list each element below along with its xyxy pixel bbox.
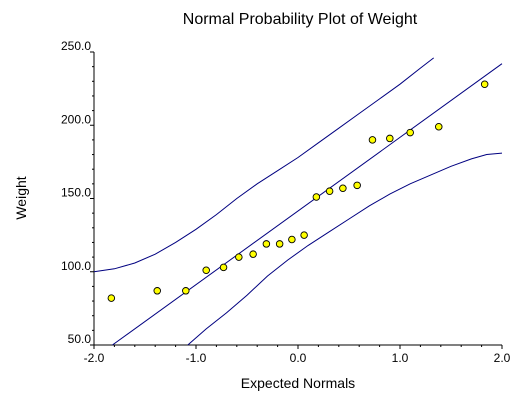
- data-point: [368, 136, 377, 144]
- x-tick-label: -1.0: [186, 351, 207, 365]
- data-point: [202, 266, 210, 275]
- reference-line: [112, 63, 503, 346]
- y-tick-label: 250.0: [61, 39, 91, 53]
- data-point: [262, 240, 271, 248]
- x-tick-label: 2.0: [494, 351, 511, 365]
- x-axis-ticks: -2.0 -1.0 0.0 1.0 2.0: [84, 345, 511, 365]
- chart-title: Normal Probability Plot of Weight: [183, 11, 418, 28]
- data-points: [107, 80, 489, 302]
- data-point: [406, 128, 414, 137]
- y-tick-label: 50.0: [68, 332, 92, 346]
- x-tick-label: 1.0: [392, 351, 409, 365]
- data-point: [235, 253, 243, 261]
- y-tick-label: 150.0: [61, 186, 91, 200]
- data-point: [153, 287, 161, 295]
- y-tick-label: 200.0: [61, 112, 91, 126]
- lower-confidence-band: [187, 152, 503, 346]
- x-tick-label: -2.0: [84, 351, 105, 365]
- data-point: [325, 187, 334, 195]
- data-point: [107, 294, 116, 302]
- data-point: [182, 287, 190, 295]
- data-point: [353, 181, 361, 190]
- y-tick-label: 100.0: [61, 259, 91, 273]
- x-tick-label: 0.0: [290, 351, 307, 365]
- data-point: [300, 231, 308, 239]
- plot-area: [93, 52, 503, 346]
- y-axis-ticks: 50.0 100.0 150.0 200.0 250.0: [61, 39, 94, 346]
- data-point: [480, 80, 489, 88]
- data-point: [339, 184, 347, 192]
- upper-confidence-band: [93, 57, 435, 273]
- data-point: [219, 263, 228, 272]
- data-point: [312, 193, 321, 201]
- data-point: [249, 250, 257, 258]
- data-point: [435, 122, 443, 131]
- y-axis-label: Weight: [13, 176, 29, 219]
- data-point: [288, 235, 296, 244]
- data-point: [275, 240, 284, 248]
- x-axis-label: Expected Normals: [241, 375, 355, 391]
- data-point: [386, 134, 394, 143]
